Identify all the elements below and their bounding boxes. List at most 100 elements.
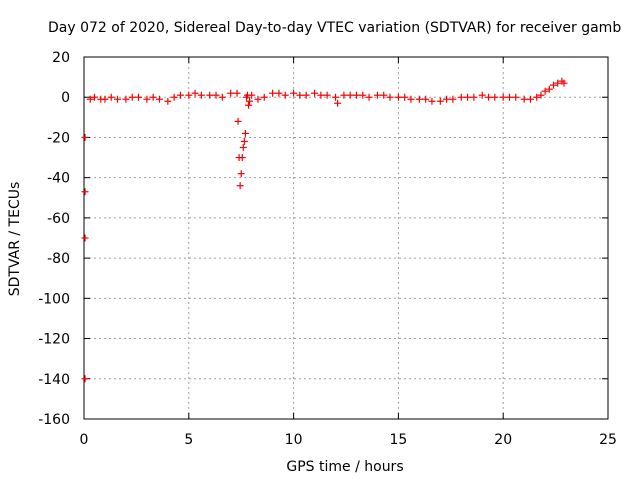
data-point xyxy=(541,87,549,95)
data-point xyxy=(334,99,342,107)
data-point xyxy=(386,93,394,101)
data-point xyxy=(254,95,262,103)
x-tick-label: 0 xyxy=(80,432,89,448)
data-point xyxy=(134,93,142,101)
data-point xyxy=(537,91,545,99)
x-tick-label: 5 xyxy=(184,432,193,448)
data-point xyxy=(436,97,444,105)
y-tick-label: -60 xyxy=(47,211,70,227)
data-point xyxy=(227,89,235,97)
data-point xyxy=(246,97,254,105)
data-point xyxy=(212,91,220,99)
data-point xyxy=(340,91,348,99)
data-point xyxy=(491,93,499,101)
y-tick-label: -40 xyxy=(47,171,70,187)
data-point xyxy=(170,93,178,101)
data-point xyxy=(394,93,402,101)
data-point xyxy=(81,133,89,141)
data-point xyxy=(191,89,199,97)
data-point xyxy=(275,89,283,97)
data-point xyxy=(512,93,520,101)
data-point xyxy=(241,129,249,137)
data-point xyxy=(520,95,528,103)
data-point xyxy=(197,91,205,99)
data-point xyxy=(238,154,246,162)
data-point xyxy=(248,91,256,99)
data-point xyxy=(81,234,89,242)
data-point xyxy=(149,93,157,101)
x-tick-label: 20 xyxy=(494,432,512,448)
data-point xyxy=(428,97,436,105)
y-tick-label: 20 xyxy=(52,50,70,66)
data-point xyxy=(239,144,247,151)
x-tick-label: 10 xyxy=(285,432,303,448)
data-point xyxy=(176,91,184,99)
data-point xyxy=(359,91,367,99)
data-point xyxy=(81,188,89,196)
data-point xyxy=(90,93,98,101)
data-point xyxy=(545,85,553,93)
grid xyxy=(84,57,608,419)
data-point xyxy=(332,93,340,101)
data-point xyxy=(128,93,136,101)
x-tick-label: 25 xyxy=(599,432,617,448)
data-point xyxy=(245,101,253,109)
data-point xyxy=(155,95,163,103)
y-tick-label: -80 xyxy=(47,251,70,267)
data-point xyxy=(206,91,214,99)
y-tick-label: -20 xyxy=(47,130,70,146)
data-point xyxy=(233,89,241,97)
data-point xyxy=(269,89,277,97)
x-tick-label: 15 xyxy=(389,432,407,448)
data-point xyxy=(415,95,423,103)
data-point xyxy=(86,95,94,103)
data-point xyxy=(464,93,472,101)
y-tick-label: -160 xyxy=(38,412,70,428)
y-tick-label: -120 xyxy=(38,332,70,348)
x-tick-labels: 0 5 10 15 20 25 xyxy=(80,432,617,448)
data-point xyxy=(164,97,172,105)
data-point xyxy=(499,93,507,101)
data-point xyxy=(311,89,319,97)
data-point xyxy=(237,170,245,178)
data-point xyxy=(260,93,268,101)
y-tick-label: -140 xyxy=(38,372,70,388)
data-point xyxy=(240,137,248,145)
data-point xyxy=(185,91,193,99)
data-point xyxy=(457,93,465,101)
data-point xyxy=(323,91,331,99)
data-point xyxy=(407,95,415,103)
data-points xyxy=(81,77,568,383)
y-axis-label: SDTVAR / TECUs xyxy=(7,182,23,297)
data-point xyxy=(296,91,304,99)
data-point xyxy=(234,117,242,125)
data-point xyxy=(554,79,562,87)
data-point xyxy=(422,95,430,103)
y-tick-label: -100 xyxy=(38,291,70,307)
data-point xyxy=(114,95,122,103)
data-point xyxy=(290,89,298,97)
data-point xyxy=(550,81,558,89)
chart-title: Day 072 of 2020, Sidereal Day-to-day VTE… xyxy=(48,20,621,36)
data-point xyxy=(281,91,289,99)
data-point xyxy=(560,79,568,87)
data-point xyxy=(317,91,325,99)
data-point xyxy=(380,91,388,99)
data-point xyxy=(218,93,226,101)
data-point xyxy=(449,95,457,103)
data-point xyxy=(533,93,541,101)
data-point xyxy=(101,95,109,103)
data-point xyxy=(373,91,381,99)
data-point xyxy=(81,375,89,383)
data-point xyxy=(107,93,115,101)
data-point xyxy=(470,93,478,101)
data-point xyxy=(236,182,244,190)
data-point xyxy=(302,91,310,99)
data-point xyxy=(505,93,513,101)
data-point xyxy=(143,95,151,103)
data-point xyxy=(122,95,130,103)
data-point xyxy=(478,91,486,99)
y-tick-labels: 20 0 -20 -40 -60 -80 -100 -120 -140 -160 xyxy=(38,50,70,428)
